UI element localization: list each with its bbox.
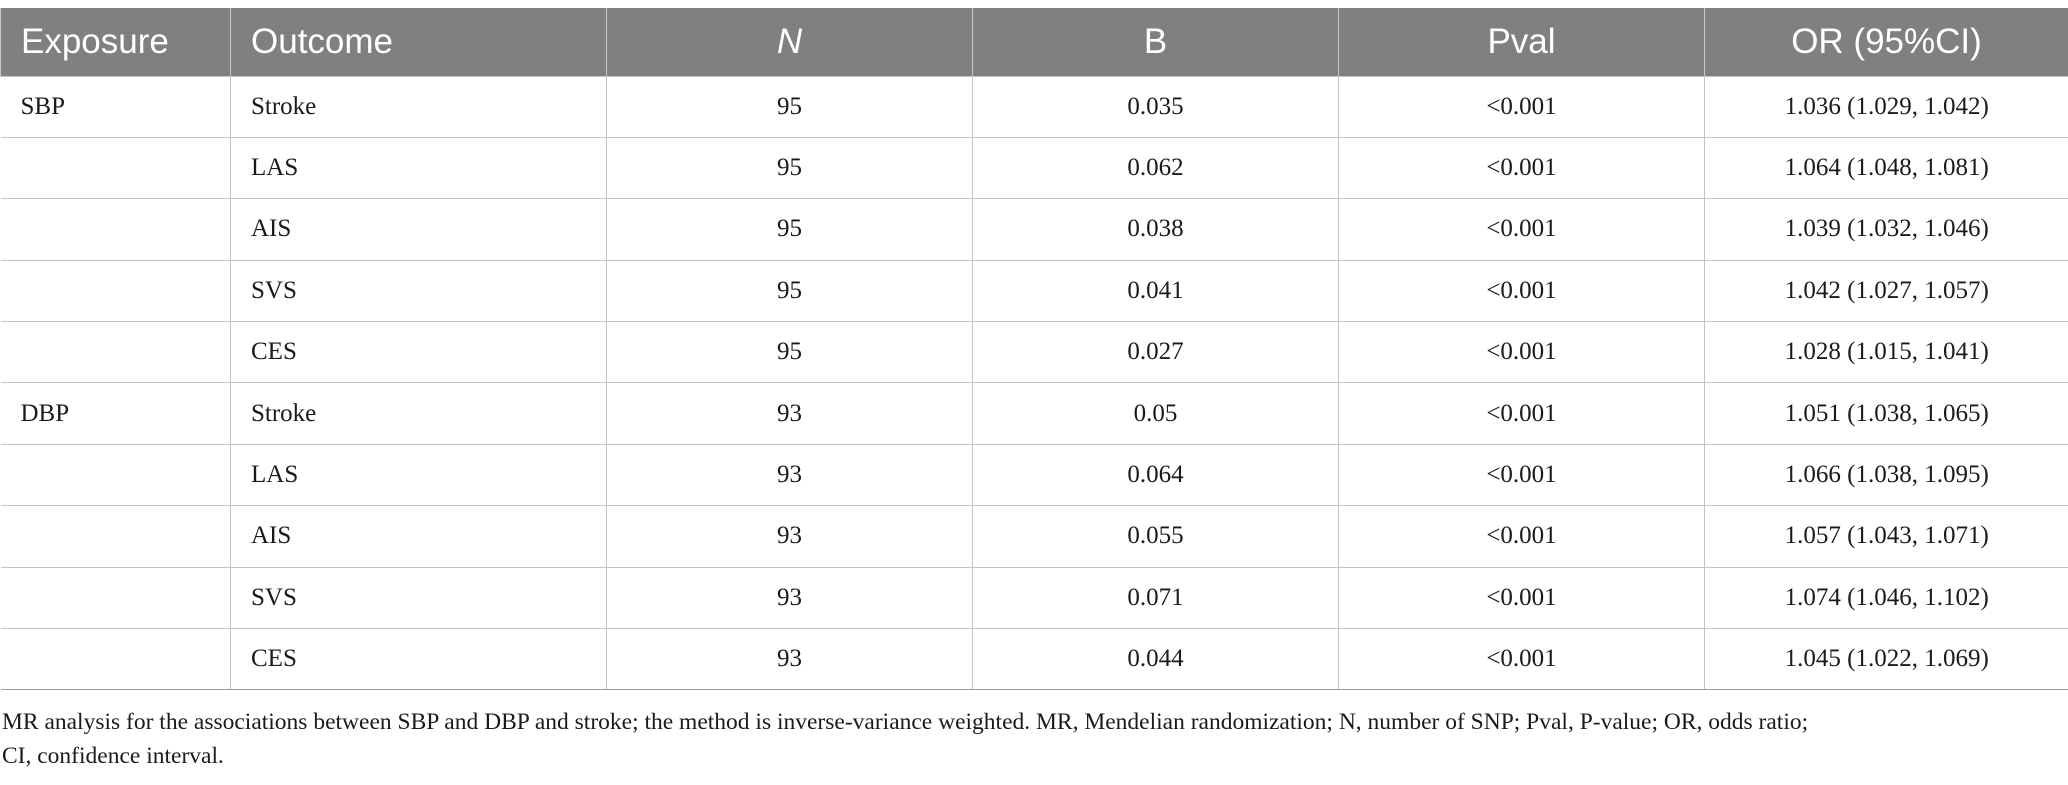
table-row: AIS 93 0.055 <0.001 1.057 (1.043, 1.071) xyxy=(0,505,2068,568)
cell-or: 1.042 (1.027, 1.057) xyxy=(1704,259,2068,323)
cell-n: 93 xyxy=(606,505,973,568)
table-row: SVS 93 0.071 <0.001 1.074 (1.046, 1.102) xyxy=(0,566,2068,630)
cell-n: 95 xyxy=(606,75,973,138)
table-row: AIS 95 0.038 <0.001 1.039 (1.032, 1.046) xyxy=(0,198,2068,261)
cell-b: 0.038 xyxy=(972,198,1339,261)
cell-n: 93 xyxy=(606,443,973,507)
cell-pval: <0.001 xyxy=(1338,382,1705,445)
table-row: CES 93 0.044 <0.001 1.045 (1.022, 1.069) xyxy=(0,628,2068,691)
cell-outcome: CES xyxy=(230,628,607,691)
table-row: DBP Stroke 93 0.05 <0.001 1.051 (1.038, … xyxy=(0,382,2068,445)
cell-pval: <0.001 xyxy=(1338,443,1705,507)
footnote-line-2: CI, confidence interval. xyxy=(2,743,224,769)
cell-exposure: DBP xyxy=(0,382,231,445)
cell-n: 95 xyxy=(606,259,973,323)
cell-or: 1.028 (1.015, 1.041) xyxy=(1704,321,2068,384)
cell-b: 0.05 xyxy=(972,382,1339,445)
footnote-line-1: MR analysis for the associations between… xyxy=(2,709,1809,735)
cell-pval: <0.001 xyxy=(1338,75,1705,138)
cell-outcome: SVS xyxy=(230,259,607,323)
header-outcome: Outcome xyxy=(230,8,607,76)
cell-exposure: SBP xyxy=(0,75,231,138)
cell-or: 1.066 (1.038, 1.095) xyxy=(1704,443,2068,507)
cell-pval: <0.001 xyxy=(1338,505,1705,568)
cell-b: 0.027 xyxy=(972,321,1339,384)
cell-exposure xyxy=(0,443,231,507)
cell-pval: <0.001 xyxy=(1338,136,1705,200)
cell-n: 95 xyxy=(606,321,973,384)
cell-exposure xyxy=(0,321,231,384)
cell-or: 1.074 (1.046, 1.102) xyxy=(1704,566,2068,630)
results-table-container: Exposure Outcome N B Pval OR (95%CI) SBP… xyxy=(0,8,2068,691)
cell-n: 95 xyxy=(606,198,973,261)
cell-pval: <0.001 xyxy=(1338,321,1705,384)
cell-pval: <0.001 xyxy=(1338,259,1705,323)
table-row: SBP Stroke 95 0.035 <0.001 1.036 (1.029,… xyxy=(0,75,2068,138)
cell-exposure xyxy=(0,198,231,261)
cell-b: 0.071 xyxy=(972,566,1339,630)
cell-outcome: LAS xyxy=(230,136,607,200)
cell-outcome: CES xyxy=(230,321,607,384)
table-row: SVS 95 0.041 <0.001 1.042 (1.027, 1.057) xyxy=(0,259,2068,323)
cell-outcome: LAS xyxy=(230,443,607,507)
cell-outcome: Stroke xyxy=(230,75,607,138)
cell-or: 1.057 (1.043, 1.071) xyxy=(1704,505,2068,568)
table-row: LAS 95 0.062 <0.001 1.064 (1.048, 1.081) xyxy=(0,136,2068,200)
header-exposure: Exposure xyxy=(0,8,231,76)
table-header-row: Exposure Outcome N B Pval OR (95%CI) xyxy=(0,8,2068,76)
table-footnote: MR analysis for the associations between… xyxy=(2,705,2052,773)
cell-exposure xyxy=(0,505,231,568)
cell-exposure xyxy=(0,259,231,323)
header-n: N xyxy=(606,8,973,76)
cell-outcome: SVS xyxy=(230,566,607,630)
cell-n: 93 xyxy=(606,382,973,445)
cell-n: 93 xyxy=(606,628,973,691)
cell-outcome: Stroke xyxy=(230,382,607,445)
cell-pval: <0.001 xyxy=(1338,566,1705,630)
table-row: CES 95 0.027 <0.001 1.028 (1.015, 1.041) xyxy=(0,321,2068,384)
header-b: B xyxy=(972,8,1339,76)
cell-or: 1.036 (1.029, 1.042) xyxy=(1704,75,2068,138)
mr-results-table: Exposure Outcome N B Pval OR (95%CI) SBP… xyxy=(0,8,2068,691)
header-or: OR (95%CI) xyxy=(1704,8,2068,76)
cell-b: 0.044 xyxy=(972,628,1339,691)
cell-exposure xyxy=(0,628,231,691)
cell-exposure xyxy=(0,566,231,630)
table-row: LAS 93 0.064 <0.001 1.066 (1.038, 1.095) xyxy=(0,443,2068,507)
cell-or: 1.039 (1.032, 1.046) xyxy=(1704,198,2068,261)
cell-or: 1.064 (1.048, 1.081) xyxy=(1704,136,2068,200)
cell-b: 0.041 xyxy=(972,259,1339,323)
cell-b: 0.064 xyxy=(972,443,1339,507)
cell-b: 0.055 xyxy=(972,505,1339,568)
header-pval: Pval xyxy=(1338,8,1705,76)
cell-outcome: AIS xyxy=(230,198,607,261)
cell-pval: <0.001 xyxy=(1338,198,1705,261)
cell-b: 0.035 xyxy=(972,75,1339,138)
cell-n: 93 xyxy=(606,566,973,630)
cell-b: 0.062 xyxy=(972,136,1339,200)
cell-exposure xyxy=(0,136,231,200)
cell-n: 95 xyxy=(606,136,973,200)
cell-outcome: AIS xyxy=(230,505,607,568)
cell-pval: <0.001 xyxy=(1338,628,1705,691)
cell-or: 1.051 (1.038, 1.065) xyxy=(1704,382,2068,445)
cell-or: 1.045 (1.022, 1.069) xyxy=(1704,628,2068,691)
